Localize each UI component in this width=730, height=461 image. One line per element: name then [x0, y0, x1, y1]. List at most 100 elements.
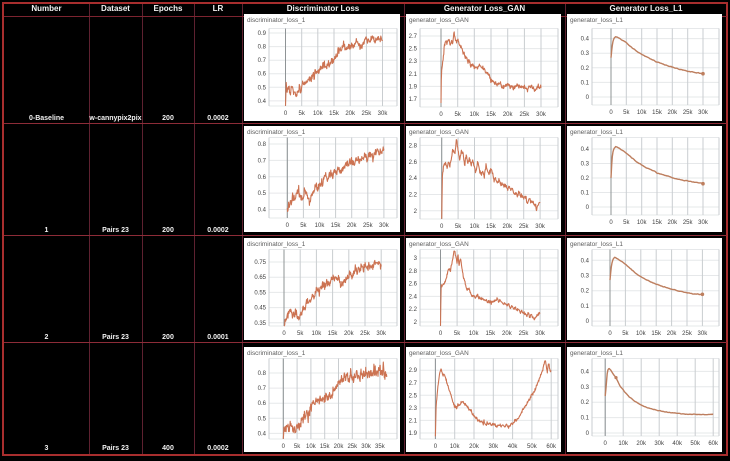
svg-text:5k: 5k	[297, 331, 304, 337]
svg-text:1.7: 1.7	[409, 97, 418, 103]
svg-text:25k: 25k	[683, 220, 694, 226]
svg-text:15k: 15k	[331, 223, 342, 229]
svg-text:5k: 5k	[294, 444, 301, 450]
svg-text:0.2: 0.2	[581, 176, 590, 182]
svg-text:20k: 20k	[469, 444, 480, 450]
svg-text:0.3: 0.3	[581, 385, 590, 391]
svg-text:30k: 30k	[361, 444, 372, 450]
svg-text:60k: 60k	[546, 444, 557, 450]
svg-text:30k: 30k	[535, 224, 546, 230]
svg-text:3: 3	[414, 256, 418, 262]
svg-text:5k: 5k	[623, 220, 630, 226]
svg-text:20k: 20k	[667, 110, 678, 116]
svg-text:5k: 5k	[622, 331, 629, 337]
svg-text:2.7: 2.7	[409, 381, 418, 387]
svg-text:0.7: 0.7	[258, 158, 267, 164]
svg-text:2.9: 2.9	[409, 368, 418, 374]
svg-text:0.45: 0.45	[254, 306, 266, 312]
svg-text:30k: 30k	[698, 220, 709, 226]
svg-text:1.9: 1.9	[409, 84, 418, 90]
svg-text:0.65: 0.65	[254, 275, 266, 281]
svg-text:5k: 5k	[455, 224, 462, 230]
svg-text:10k: 10k	[637, 110, 648, 116]
svg-text:2: 2	[414, 320, 418, 326]
svg-text:0.3: 0.3	[581, 51, 590, 57]
svg-text:discriminator_loss_1: discriminator_loss_1	[247, 17, 306, 24]
svg-text:2: 2	[414, 209, 418, 215]
svg-text:discriminator_loss_1: discriminator_loss_1	[247, 241, 306, 248]
svg-text:5k: 5k	[623, 110, 630, 116]
svg-text:2.3: 2.3	[409, 59, 418, 65]
svg-text:0.8: 0.8	[258, 142, 267, 148]
svg-text:0.5: 0.5	[258, 85, 267, 91]
svg-text:0: 0	[586, 205, 590, 211]
svg-text:20k: 20k	[502, 331, 513, 337]
svg-text:0.75: 0.75	[254, 260, 266, 266]
svg-text:2.3: 2.3	[409, 406, 418, 412]
svg-text:0.7: 0.7	[258, 386, 267, 392]
svg-text:generator_loss_GAN: generator_loss_GAN	[409, 241, 469, 248]
svg-text:0: 0	[284, 111, 288, 117]
svg-text:0.7: 0.7	[258, 58, 267, 64]
svg-text:5k: 5k	[454, 331, 461, 337]
svg-text:15k: 15k	[652, 110, 663, 116]
svg-text:0.35: 0.35	[254, 321, 266, 327]
svg-text:2.1: 2.1	[409, 72, 418, 78]
svg-text:25k: 25k	[682, 331, 693, 337]
svg-text:0: 0	[604, 441, 608, 447]
svg-text:0.5: 0.5	[258, 416, 267, 422]
svg-text:10k: 10k	[315, 223, 326, 229]
svg-text:0.6: 0.6	[258, 72, 267, 78]
svg-text:15k: 15k	[486, 224, 497, 230]
svg-text:10k: 10k	[469, 331, 480, 337]
svg-text:15k: 15k	[320, 444, 331, 450]
svg-text:0.1: 0.1	[581, 416, 590, 422]
svg-text:discriminator_loss_1: discriminator_loss_1	[247, 350, 306, 357]
svg-text:0.2: 0.2	[581, 66, 590, 72]
svg-text:0.55: 0.55	[254, 290, 266, 296]
svg-text:2.8: 2.8	[409, 269, 418, 275]
svg-text:30k: 30k	[536, 112, 547, 118]
svg-text:0.1: 0.1	[581, 80, 590, 86]
svg-text:10k: 10k	[470, 224, 481, 230]
svg-text:20k: 20k	[347, 223, 358, 229]
svg-text:25k: 25k	[362, 111, 373, 117]
svg-text:25k: 25k	[360, 331, 371, 337]
svg-text:10k: 10k	[469, 112, 480, 118]
svg-text:20k: 20k	[344, 331, 355, 337]
svg-text:15k: 15k	[329, 111, 340, 117]
svg-text:30k: 30k	[376, 331, 387, 337]
svg-text:0.2: 0.2	[581, 400, 590, 406]
svg-text:generator_loss_L1: generator_loss_L1	[570, 241, 623, 248]
svg-text:20k: 20k	[503, 112, 514, 118]
svg-text:10k: 10k	[450, 444, 461, 450]
svg-text:2.6: 2.6	[409, 282, 418, 288]
svg-text:0: 0	[434, 444, 438, 450]
svg-text:0: 0	[282, 331, 286, 337]
svg-text:generator_loss_GAN: generator_loss_GAN	[409, 129, 469, 136]
svg-text:30k: 30k	[698, 110, 709, 116]
svg-text:2.1: 2.1	[409, 418, 418, 424]
svg-text:0: 0	[439, 112, 443, 118]
svg-text:25k: 25k	[519, 224, 530, 230]
svg-text:5k: 5k	[300, 223, 307, 229]
svg-text:5k: 5k	[299, 111, 306, 117]
svg-text:20k: 20k	[667, 220, 678, 226]
svg-text:2.2: 2.2	[409, 193, 418, 199]
svg-text:discriminator_loss_1: discriminator_loss_1	[247, 129, 306, 136]
svg-text:0.3: 0.3	[581, 274, 590, 280]
svg-text:0.6: 0.6	[258, 401, 267, 407]
svg-text:0.3: 0.3	[581, 162, 590, 168]
svg-text:0.4: 0.4	[581, 37, 590, 43]
svg-text:0.1: 0.1	[581, 304, 590, 310]
svg-text:0: 0	[586, 319, 590, 325]
svg-text:0: 0	[286, 223, 290, 229]
svg-text:60k: 60k	[708, 441, 719, 447]
svg-text:25k: 25k	[519, 331, 530, 337]
svg-text:20k: 20k	[502, 224, 513, 230]
svg-text:0.4: 0.4	[258, 431, 267, 437]
svg-text:2.4: 2.4	[409, 176, 418, 182]
svg-text:15k: 15k	[485, 331, 496, 337]
svg-text:generator_loss_L1: generator_loss_L1	[570, 350, 623, 357]
svg-text:2.4: 2.4	[409, 294, 418, 300]
